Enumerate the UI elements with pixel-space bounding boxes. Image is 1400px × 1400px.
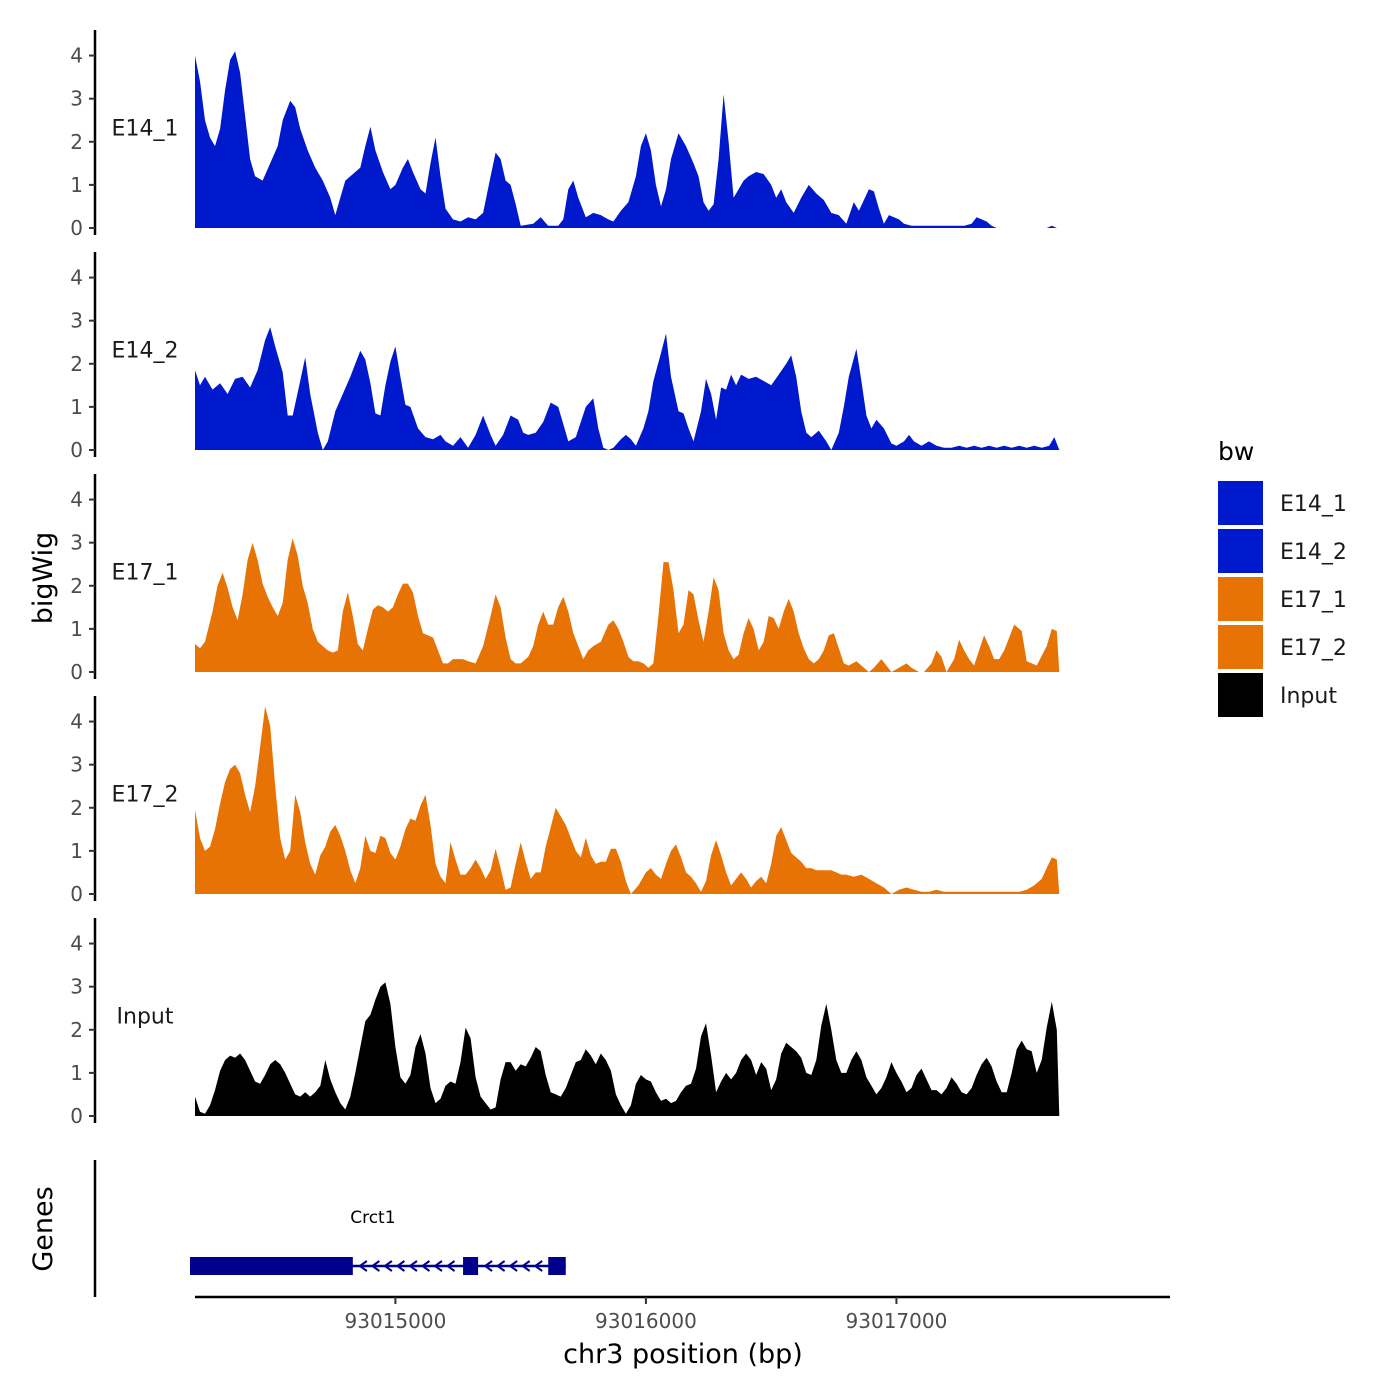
y-tick-label: 3	[70, 531, 83, 555]
legend-swatch	[1218, 625, 1263, 669]
strand-arrow	[395, 1260, 406, 1272]
y-tick-label: 4	[70, 488, 83, 512]
y-tick-label: 1	[70, 1061, 83, 1085]
strand-arrow	[445, 1260, 456, 1272]
track-e14_1: 0 1 2 3 4 E14_1	[70, 30, 1060, 240]
y-tick-label: 0	[70, 1104, 83, 1128]
legend-label: E17_2	[1280, 636, 1347, 661]
strand-arrow	[495, 1260, 506, 1272]
strand-arrow	[433, 1260, 443, 1272]
y-tick-label: 4	[70, 710, 83, 734]
genes-axis-title: Genes	[28, 1186, 59, 1271]
strand-arrow	[520, 1260, 531, 1272]
y-tick-label: 2	[70, 1018, 83, 1042]
gene-label: Crct1	[350, 1208, 395, 1228]
strand-arrow	[483, 1260, 493, 1272]
strand-arrow	[408, 1260, 418, 1272]
track-input: 0 1 2 3 4 Input	[70, 918, 1060, 1128]
x-axis-title: chr3 position (bp)	[563, 1339, 803, 1370]
area-e17_2	[195, 706, 1060, 894]
y-tick-label: 1	[70, 395, 83, 419]
y-tick-label: 0	[70, 216, 83, 240]
legend-swatch	[1218, 673, 1263, 717]
strand-arrow	[370, 1260, 380, 1272]
track-e14_2: 0 1 2 3 4 E14_2	[70, 252, 1060, 462]
strand-arrow	[420, 1260, 431, 1272]
x-tick-label: 93015000	[345, 1309, 447, 1333]
gene-crct1: Crct1	[189, 1208, 566, 1275]
gene-exon	[548, 1257, 566, 1275]
track-e17_2: 0 1 2 3 4 E17_2	[70, 696, 1060, 906]
y-tick-label: 4	[70, 44, 83, 68]
gene-exon	[189, 1257, 353, 1275]
track-label: E14_2	[112, 338, 179, 363]
strand-arrow	[508, 1260, 518, 1272]
y-tick-label: 0	[70, 660, 83, 684]
y-tick-label: 3	[70, 87, 83, 111]
legend-swatch	[1218, 481, 1263, 525]
legend-label: E17_1	[1280, 588, 1347, 613]
legend-swatch	[1218, 529, 1263, 573]
y-axis-title: bigWig	[28, 532, 59, 625]
legend-label: E14_1	[1280, 492, 1347, 517]
y-tick-label: 1	[70, 839, 83, 863]
genes-panel: Crct1	[93, 1160, 566, 1297]
track-label: Input	[117, 1004, 174, 1029]
y-tick-label: 2	[70, 796, 83, 820]
y-tick-label: 3	[70, 309, 83, 333]
strand-arrow	[533, 1260, 543, 1272]
y-tick-label: 1	[70, 173, 83, 197]
y-tick-label: 0	[70, 438, 83, 462]
legend: bw E14_1 E14_2 E17_1 E17_2 Input	[1218, 437, 1347, 717]
y-tick-label: 4	[70, 266, 83, 290]
x-axis: 93015000 93016000 93017000	[195, 1295, 1170, 1333]
y-tick-label: 4	[70, 932, 83, 956]
y-tick-label: 1	[70, 617, 83, 641]
legend-label: E14_2	[1280, 540, 1347, 565]
area-input	[195, 982, 1060, 1116]
area-e14_2	[195, 327, 1060, 450]
signal-tracks: 0 1 2 3 4 E14_1 0 1 2 3 4 E14_2 0 1 2 3 4 E17_1 0 1 2 3 4 E17_2…	[70, 30, 1060, 1128]
legend-label: Input	[1280, 684, 1337, 709]
y-tick-label: 0	[70, 882, 83, 906]
track-label: E14_1	[112, 116, 179, 141]
legend-title: bw	[1218, 437, 1254, 466]
track-label: E17_1	[112, 560, 179, 585]
x-tick-label: 93016000	[595, 1309, 697, 1333]
y-tick-label: 3	[70, 753, 83, 777]
y-tick-label: 2	[70, 574, 83, 598]
area-e14_1	[195, 51, 1060, 229]
track-label: E17_2	[112, 782, 179, 807]
strand-arrow	[383, 1260, 393, 1272]
legend-swatch	[1218, 577, 1263, 621]
strand-arrow	[358, 1260, 368, 1272]
y-tick-label: 3	[70, 975, 83, 999]
area-e17_1	[195, 538, 1060, 672]
y-tick-label: 2	[70, 352, 83, 376]
y-tick-label: 2	[70, 130, 83, 154]
x-tick-label: 93017000	[846, 1309, 948, 1333]
track-e17_1: 0 1 2 3 4 E17_1	[70, 474, 1060, 684]
gene-exon	[463, 1257, 479, 1275]
